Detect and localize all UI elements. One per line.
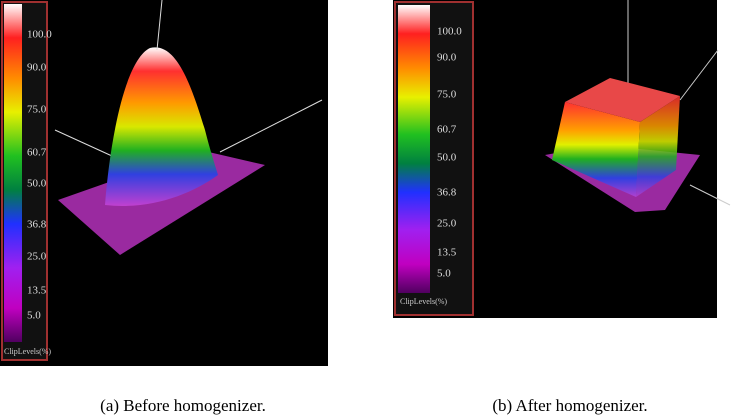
- colorbar-label: 75.0: [437, 89, 457, 101]
- caption: (b) After homogenizer.: [492, 396, 647, 415]
- colorbar-label: 36.8: [27, 219, 47, 231]
- colorbar: [4, 4, 22, 342]
- colorbar-label: 50.0: [27, 178, 47, 190]
- colorbar-label: 100.0: [27, 29, 52, 41]
- colorbar-label: 13.5: [437, 247, 457, 259]
- caption: (a) Before homogenizer.: [100, 396, 266, 415]
- colorbar-title: ClipLevels(%): [4, 347, 51, 356]
- axis-line: [689, 184, 731, 206]
- colorbar-label: 50.0: [437, 152, 457, 164]
- colorbar-title: ClipLevels(%): [400, 297, 447, 306]
- colorbar: [398, 5, 430, 293]
- colorbar-label: 90.0: [437, 52, 457, 64]
- colorbar-label: 36.8: [437, 187, 457, 199]
- axis-line: [219, 99, 323, 153]
- box-top: [565, 78, 680, 122]
- colorbar-label: 90.0: [27, 62, 47, 74]
- box-side: [636, 96, 680, 197]
- axis-line: [156, 0, 163, 51]
- colorbar-label: 25.0: [27, 251, 47, 263]
- colorbar-label: 5.0: [437, 268, 451, 280]
- axis-line: [54, 129, 113, 157]
- colorbar-label: 25.0: [437, 218, 457, 230]
- panel-b: [393, 0, 731, 318]
- panel-a: [0, 0, 328, 366]
- intensity-dome: [105, 47, 218, 206]
- box-front: [552, 102, 640, 197]
- colorbar-label: 5.0: [27, 310, 41, 322]
- axis-line: [679, 49, 719, 101]
- colorbar-label: 60.7: [27, 147, 47, 159]
- colorbar-label: 75.0: [27, 104, 47, 116]
- colorbar-label: 60.7: [437, 124, 457, 136]
- colorbar-label: 100.0: [437, 26, 462, 38]
- colorbar-label: 13.5: [27, 285, 47, 297]
